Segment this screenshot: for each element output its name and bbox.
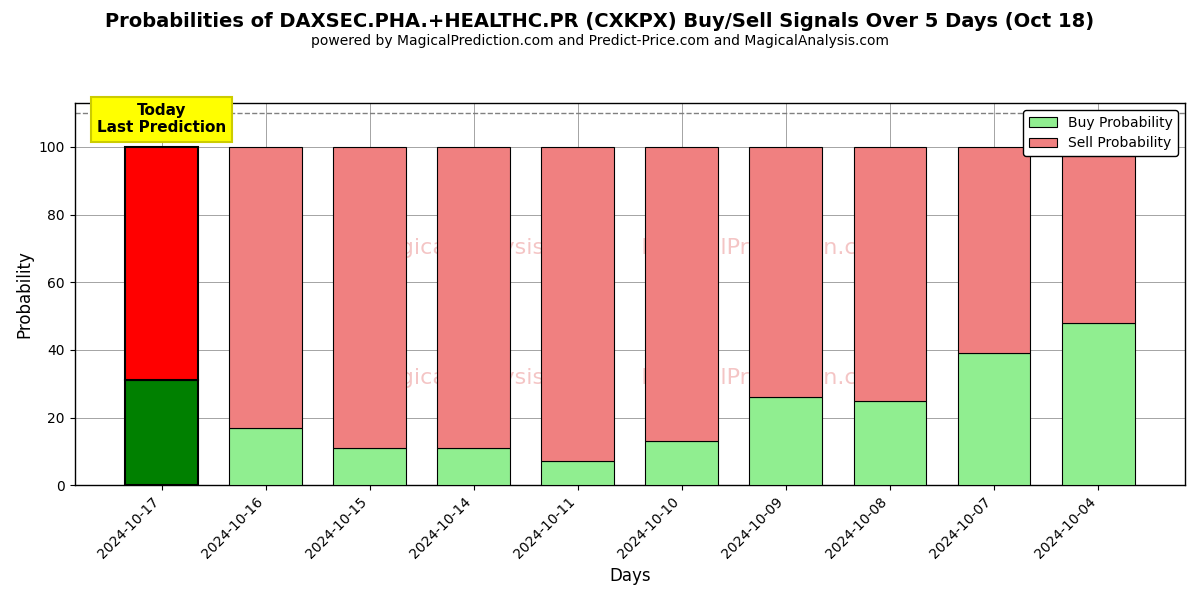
- Bar: [750, 147, 822, 397]
- Bar: [853, 147, 926, 401]
- Text: MagicalAnalysis.com      MagicalPrediction.com: MagicalAnalysis.com MagicalPrediction.co…: [367, 238, 893, 258]
- X-axis label: Days: Days: [610, 567, 650, 585]
- Bar: [958, 147, 1031, 353]
- Bar: [853, 401, 926, 485]
- Bar: [750, 397, 822, 485]
- Bar: [334, 147, 406, 448]
- Bar: [1062, 147, 1134, 323]
- Text: MagicalAnalysis.com      MagicalPrediction.com: MagicalAnalysis.com MagicalPrediction.co…: [367, 368, 893, 388]
- Bar: [334, 448, 406, 485]
- Bar: [646, 147, 719, 441]
- Bar: [541, 147, 614, 461]
- Bar: [125, 380, 198, 485]
- Text: Probabilities of DAXSEC.PHA.+HEALTHC.PR (CXKPX) Buy/Sell Signals Over 5 Days (Oc: Probabilities of DAXSEC.PHA.+HEALTHC.PR …: [106, 12, 1094, 31]
- Bar: [125, 147, 198, 380]
- Bar: [229, 147, 302, 428]
- Y-axis label: Probability: Probability: [16, 250, 34, 338]
- Bar: [1062, 323, 1134, 485]
- Legend: Buy Probability, Sell Probability: Buy Probability, Sell Probability: [1024, 110, 1178, 156]
- Text: Today
Last Prediction: Today Last Prediction: [97, 103, 226, 136]
- Text: powered by MagicalPrediction.com and Predict-Price.com and MagicalAnalysis.com: powered by MagicalPrediction.com and Pre…: [311, 34, 889, 48]
- Bar: [229, 428, 302, 485]
- Bar: [437, 448, 510, 485]
- Bar: [646, 441, 719, 485]
- Bar: [437, 147, 510, 448]
- Bar: [958, 353, 1031, 485]
- Bar: [541, 461, 614, 485]
